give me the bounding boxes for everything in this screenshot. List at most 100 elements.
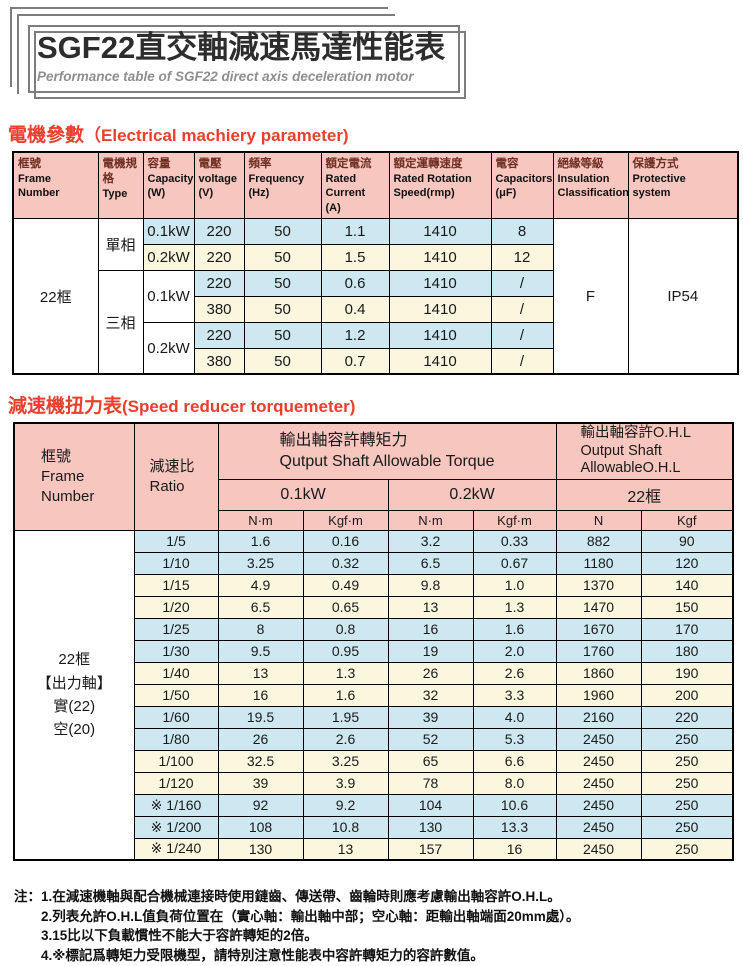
value-cell: 2.6 xyxy=(302,727,389,751)
column-header-en: Rated Rotation Speed(rmp) xyxy=(393,172,472,200)
column-header-zh: 電機規格 xyxy=(102,158,138,185)
heading-zh: 減速機扭力表 xyxy=(8,396,123,418)
ratio-cell: 1/100 xyxy=(133,749,219,773)
capacitor-cell: / xyxy=(490,347,554,375)
frame-cell: 22框 【出力軸】 實(22) 空(20) xyxy=(13,529,135,861)
table-row: 0.2kW 220 50 1.5 1410 12 xyxy=(13,243,738,271)
frequency-cell: 50 xyxy=(243,269,322,297)
column-header: 額定運轉速度 Rated Rotation Speed(rmp) xyxy=(388,151,492,219)
value-cell: 3.25 xyxy=(302,749,389,773)
ratio-cell: ※ 1/200 xyxy=(133,815,219,839)
column-header: 電機規格 Type xyxy=(97,151,144,219)
column-header-en: Protective system xyxy=(632,172,686,200)
unit-header: Kgf·m xyxy=(472,509,557,531)
ratio-cell: 1/80 xyxy=(133,727,219,751)
value-cell: 190 xyxy=(640,661,734,685)
value-cell: 1470 xyxy=(555,595,642,619)
group-header-zh: 輸出軸容許轉矩力 xyxy=(279,431,408,449)
value-cell: 39 xyxy=(387,705,474,729)
value-cell: 13.3 xyxy=(472,815,557,839)
ratio-cell: 1/120 xyxy=(133,771,219,795)
value-cell: 2450 xyxy=(555,793,642,817)
value-cell: 104 xyxy=(387,793,474,817)
column-header-zh: 絕緣等級 xyxy=(557,158,604,170)
value-cell: 78 xyxy=(387,771,474,795)
table-row: 1/15 4.9 0.49 9.8 1.0 1370 140 xyxy=(14,573,734,597)
speed-cell: 1410 xyxy=(388,243,492,271)
unit-header: N·m xyxy=(387,509,474,531)
column-header-en: Ratio xyxy=(149,477,185,495)
ratio-cell: 1/60 xyxy=(133,705,219,729)
heading-en: (Speed reducer torquemeter) xyxy=(122,397,356,417)
value-cell: 16 xyxy=(387,617,474,641)
electrical-header-row: 框號 Frame Number 電機規格 Type 容量 Capacity (W) 電壓 vo… xyxy=(12,151,739,219)
column-header: 絕緣等級 Insulation Classification xyxy=(552,151,629,219)
value-cell: 2450 xyxy=(555,749,642,773)
value-cell: 6.5 xyxy=(217,595,304,619)
column-header: 容量 Capacity (W) xyxy=(142,151,195,219)
value-cell: 2450 xyxy=(555,771,642,795)
voltage-cell: 220 xyxy=(193,321,245,349)
ratio-cell: 1/30 xyxy=(133,639,219,663)
column-header-zh: 頻率 xyxy=(248,158,272,170)
note-line: 4.※標記爲轉矩力受限機型，請特別注意性能表中容許轉矩力的容許數值。 xyxy=(41,947,484,963)
value-cell: 32 xyxy=(387,683,474,707)
value-cell: 13 xyxy=(217,661,304,685)
title-frame-inner xyxy=(17,14,395,94)
value-cell: 16 xyxy=(472,837,557,861)
value-cell: 6.5 xyxy=(387,551,474,575)
value-cell: 9.8 xyxy=(387,573,474,597)
torque-header-row-2: 0.1kW 0.2kW 22框 xyxy=(14,478,734,511)
value-cell: 130 xyxy=(217,837,304,861)
heading-zh: 電機參數 xyxy=(8,125,85,146)
current-cell: 0.7 xyxy=(320,347,390,375)
group-header-en: Qutput Shaft Allowable Torque xyxy=(279,453,495,471)
value-cell: 8.0 xyxy=(472,771,557,795)
note-line: 2.列表允許O.H.L值負荷位置在（實心軸：輸出軸中部；空心軸：距輸出軸端面20… xyxy=(41,908,580,924)
column-header-en: Frame Number xyxy=(41,467,95,506)
voltage-cell: 380 xyxy=(193,295,245,323)
column-header: 電容 Capacitors (μF) xyxy=(490,151,554,219)
value-cell: 1.6 xyxy=(217,529,304,553)
value-cell: 140 xyxy=(640,573,734,597)
table-row: 1/30 9.5 0.95 19 2.0 1760 180 xyxy=(14,639,734,663)
ratio-cell: 1/40 xyxy=(133,661,219,685)
protection-cell: IP54 xyxy=(627,217,739,375)
column-header: 頻率 Frequency (Hz) xyxy=(243,151,322,219)
ratio-cell: 1/50 xyxy=(133,683,219,707)
value-cell: 120 xyxy=(640,551,734,575)
value-cell: 170 xyxy=(640,617,734,641)
value-cell: 3.3 xyxy=(472,683,557,707)
notes-block: 注： 1.在減速機軸與配合機械連接時使用鏈齒、傳送帶、齒輪時則應考慮輸出軸容許O… xyxy=(14,887,743,965)
column-header: 框號 Frame Number xyxy=(12,151,99,219)
current-cell: 0.6 xyxy=(320,269,390,297)
column-header: 電壓 voltage (V) xyxy=(193,151,245,219)
value-cell: 0.8 xyxy=(302,617,389,641)
value-cell: 1370 xyxy=(555,573,642,597)
value-cell: 1.6 xyxy=(302,683,389,707)
speed-cell: 1410 xyxy=(388,321,492,349)
value-cell: 3.2 xyxy=(387,529,474,553)
units-row: N·m Kgf·m N·m Kgf·m N Kgf xyxy=(14,509,734,531)
column-header: 保護方式 Protective system xyxy=(627,151,739,219)
unit-header: N xyxy=(555,509,642,531)
column-header-en: Type xyxy=(102,187,128,200)
unit-header: N·m xyxy=(217,509,304,531)
ratio-cell: 1/5 xyxy=(133,529,219,553)
value-cell: 1.95 xyxy=(302,705,389,729)
column-header-en: voltage (V) xyxy=(198,172,238,200)
column-header-zh: 容量 xyxy=(147,158,171,170)
current-cell: 1.1 xyxy=(320,217,390,245)
ratio-cell: 1/25 xyxy=(133,617,219,641)
value-cell: 10.6 xyxy=(472,793,557,817)
value-cell: 1.3 xyxy=(472,595,557,619)
value-cell: 0.67 xyxy=(472,551,557,575)
capacitor-cell: 8 xyxy=(490,217,554,245)
value-cell: 92 xyxy=(217,793,304,817)
column-header-zh: 額定運轉速度 xyxy=(393,158,463,170)
value-cell: 6.6 xyxy=(472,749,557,773)
title-frame-outer xyxy=(10,7,388,87)
column-header: 額定電流 Rated Current (A) xyxy=(320,151,390,219)
table-row: 1/60 19.5 1.95 39 4.0 2160 220 xyxy=(14,705,734,729)
type-cell: 三相 xyxy=(97,269,144,375)
